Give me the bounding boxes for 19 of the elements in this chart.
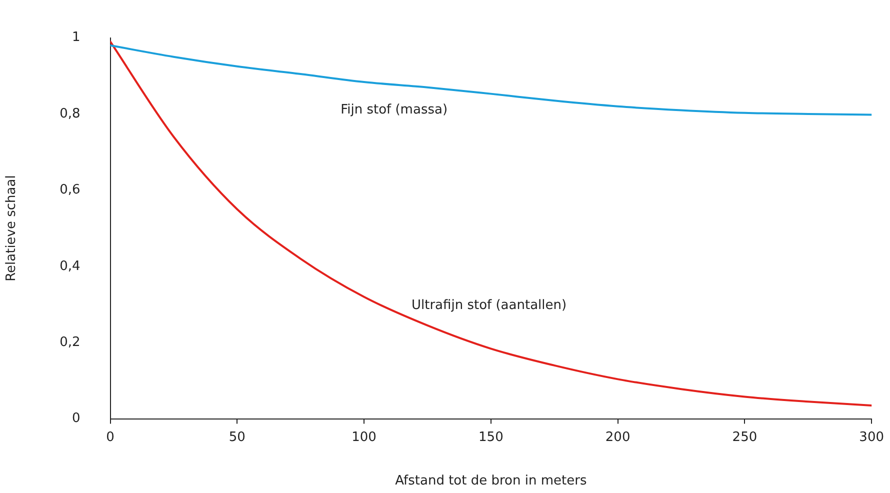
y-tick-label: 0,8 — [60, 106, 80, 122]
y-tick-label: 0,2 — [60, 334, 80, 350]
x-tick-label: 0 — [106, 430, 114, 445]
x-axis-title: Afstand tot de bron in meters — [395, 474, 587, 489]
x-tick-label: 150 — [478, 430, 504, 445]
y-tick-label: 0 — [72, 411, 80, 426]
series-label: Fijn stof (massa) — [340, 102, 448, 118]
line-series — [110, 44, 872, 116]
y-tick-label: 0,6 — [60, 182, 80, 198]
x-tick-label: 100 — [352, 430, 376, 445]
series-label: Ultrafijn stof (aantallen) — [411, 298, 567, 313]
y-tick-label: 0,4 — [60, 258, 80, 274]
y-tick-label: 1 — [72, 30, 80, 46]
y-axis-title: Relatieve schaal — [4, 175, 20, 282]
x-tick-label: 50 — [228, 430, 246, 445]
x-tick-label: 250 — [732, 430, 758, 445]
x-tick-label: 300 — [859, 430, 884, 445]
line-series — [110, 40, 872, 406]
x-tick-label: 200 — [605, 430, 630, 445]
